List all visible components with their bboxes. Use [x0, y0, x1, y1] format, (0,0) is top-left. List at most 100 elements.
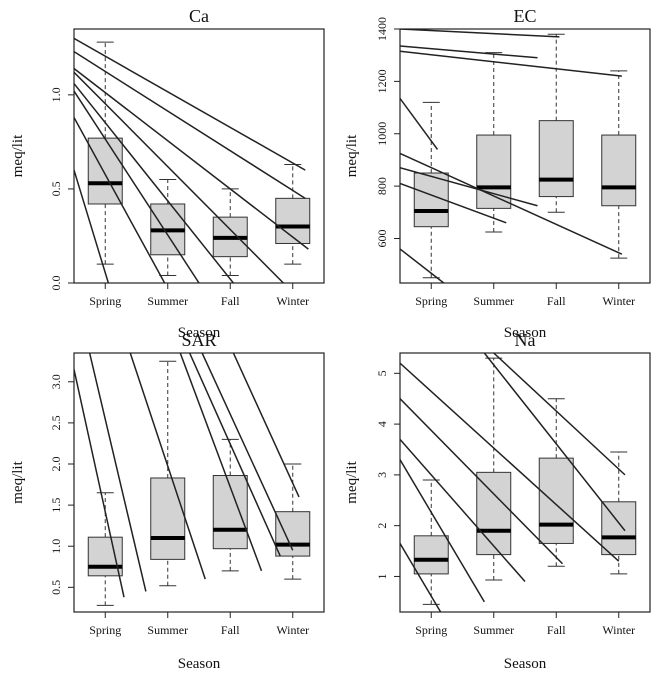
- diagonal-line: [400, 362, 620, 562]
- diagonal-line: [188, 353, 281, 557]
- box-spring: [87, 536, 123, 577]
- diagonal-line: [74, 83, 234, 283]
- diagonal-line: [400, 248, 445, 283]
- panel-ca: 0.0 0.5 1.0 Spring Summer Fall Winter Ca Season m…: [10, 6, 325, 341]
- box-fall: [538, 120, 574, 198]
- diagonal-line: [400, 438, 526, 583]
- y-tick-label: 600: [375, 229, 389, 247]
- diagonal-line: [74, 90, 200, 283]
- x-axis-label: Season: [504, 656, 547, 672]
- y-tick-label: 0.0: [49, 276, 63, 291]
- box-spring: [413, 535, 449, 575]
- y-tick-label: 1000: [375, 122, 389, 146]
- y-tick-label: 5: [375, 370, 389, 376]
- y-tick-label: 2: [375, 523, 389, 529]
- y-tick-label: 0.5: [49, 181, 63, 196]
- diagonal-line: [400, 152, 623, 255]
- diagonal-lines: [400, 353, 626, 612]
- y-tick-label: 1200: [375, 69, 389, 93]
- box-spring: [87, 137, 123, 205]
- diagonal-line: [493, 353, 626, 476]
- box-fall: [538, 457, 574, 544]
- x-tick-label: Spring: [415, 623, 447, 637]
- x-tick-label: Summer: [147, 623, 188, 637]
- x-tick-label: Winter: [276, 623, 309, 637]
- diagonal-line: [400, 29, 560, 38]
- chart-title: Ca: [189, 6, 209, 26]
- panel-ec: 600 800 1000 1200 1400 Spring Summer Fall Winter…: [344, 6, 651, 341]
- panel-na: 1 2 3 4 5 Spring Summer Fall Winter Na Season meq/l…: [344, 330, 651, 672]
- diagonal-line: [232, 353, 300, 498]
- chart-title: SAR: [181, 330, 216, 350]
- y-tick-label: 1: [375, 573, 389, 579]
- diagonal-line: [400, 398, 564, 565]
- x-axis-label: Season: [178, 656, 221, 672]
- y-tick-label: 3.0: [49, 374, 63, 389]
- y-tick-label: 800: [375, 177, 389, 195]
- y-axis-label: meq/lit: [10, 134, 26, 177]
- panel-sar: 0.5 1.0 1.5 2.0 2.5 3.0 Spring Summer Fall Winter…: [10, 330, 325, 672]
- y-tick-label: 1.5: [49, 498, 63, 513]
- x-tick-label: Fall: [221, 623, 240, 637]
- x-tick-label: Winter: [602, 294, 635, 308]
- diagonal-line: [74, 169, 110, 283]
- diagonal-line: [400, 459, 486, 603]
- x-tick-label: Spring: [415, 294, 447, 308]
- x-tick-label: Summer: [147, 294, 188, 308]
- chart-title: EC: [513, 6, 536, 26]
- x-tick-label: Summer: [473, 294, 514, 308]
- diagonal-line: [74, 67, 309, 250]
- box-summer: [150, 477, 186, 560]
- x-axis-label: Season: [178, 325, 221, 341]
- x-tick-label: Spring: [89, 294, 121, 308]
- diagonal-line: [129, 353, 206, 580]
- diagonal-line: [74, 37, 306, 171]
- diagonal-line: [400, 50, 622, 77]
- diagonal-line: [400, 45, 538, 59]
- diagonal-line: [400, 543, 442, 612]
- chart-title: Na: [515, 330, 536, 350]
- plot-frame: [73, 352, 325, 613]
- x-tick-label: Spring: [89, 623, 121, 637]
- diagonal-line: [201, 353, 294, 551]
- x-tick-label: Fall: [547, 294, 566, 308]
- diagonal-line: [179, 353, 263, 572]
- box-winter: [601, 134, 637, 207]
- diagonal-line: [400, 97, 439, 150]
- y-axis-label: meq/lit: [344, 460, 360, 503]
- y-tick-label: 1400: [375, 17, 389, 41]
- diagonal-lines: [400, 29, 623, 283]
- plot-frame: [73, 28, 325, 284]
- diagonal-lines: [74, 37, 309, 283]
- y-tick-label: 1.0: [49, 87, 63, 102]
- y-tick-label: 1.0: [49, 539, 63, 554]
- y-tick-label: 3: [375, 472, 389, 478]
- box-winter: [601, 501, 637, 556]
- x-tick-label: Fall: [547, 623, 566, 637]
- plot-frame: [399, 28, 651, 284]
- x-tick-label: Winter: [276, 294, 309, 308]
- diagonal-lines: [74, 353, 300, 598]
- x-tick-label: Summer: [473, 623, 514, 637]
- plot-frame: [399, 352, 651, 613]
- y-axis-label: meq/lit: [344, 134, 360, 177]
- x-tick-label: Winter: [602, 623, 635, 637]
- diagonal-line: [74, 369, 125, 598]
- y-tick-label: 0.5: [49, 580, 63, 595]
- diagonal-line: [74, 117, 166, 283]
- x-axis-label: Season: [504, 325, 547, 341]
- diagonal-line: [400, 167, 538, 207]
- y-tick-label: 2.5: [49, 415, 63, 430]
- diagonal-line: [88, 353, 147, 592]
- diagonal-line: [483, 353, 626, 532]
- x-tick-label: Fall: [221, 294, 240, 308]
- diagonal-line: [74, 50, 306, 199]
- box-winter: [275, 197, 311, 244]
- y-axis-label: meq/lit: [10, 460, 26, 503]
- y-tick-label: 4: [375, 421, 389, 427]
- box-summer: [476, 471, 512, 556]
- y-tick-label: 2.0: [49, 457, 63, 472]
- diagonal-line: [400, 182, 507, 224]
- diagonal-line: [74, 71, 284, 283]
